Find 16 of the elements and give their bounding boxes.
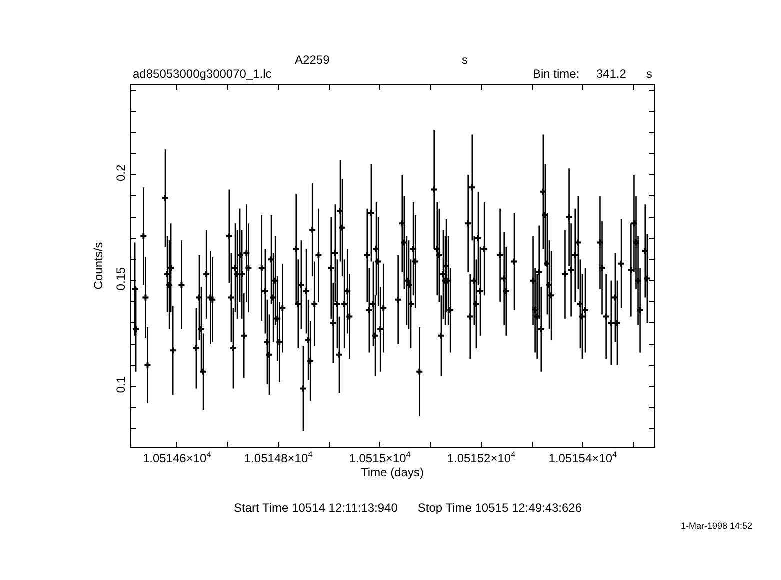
text: Start Time 10514 12:11:13:940 Stop Time 10515 12:49:43:626 <box>234 501 582 515</box>
y-tick-label: 0.15 <box>114 267 128 291</box>
y-tick-label: 0.1 <box>114 376 128 394</box>
text: 1-Mar-1998 14:52 <box>681 521 753 531</box>
y-tick-label: 0.2 <box>114 164 128 182</box>
x-tick-label: 1.0515×10$^{4}$ <box>349 449 412 466</box>
text: ad85053000g300070_1.lc <box>133 67 272 81</box>
x-axis-title: Time (days) <box>361 465 424 480</box>
text: Bin time: 341.2 s <box>533 67 652 81</box>
chart-title: A2259 <box>295 52 330 67</box>
x-tick-label: 1.05152×10$^{4}$ <box>447 449 516 466</box>
x-tick-label: 1.05146×10$^{4}$ <box>142 449 212 466</box>
y-axis-title: Counts/s <box>92 242 106 290</box>
x-tick-label: 1.05148×10$^{4}$ <box>244 449 314 466</box>
text: s <box>462 53 468 67</box>
x-tick-label: 1.05154×10$^{4}$ <box>548 449 618 466</box>
